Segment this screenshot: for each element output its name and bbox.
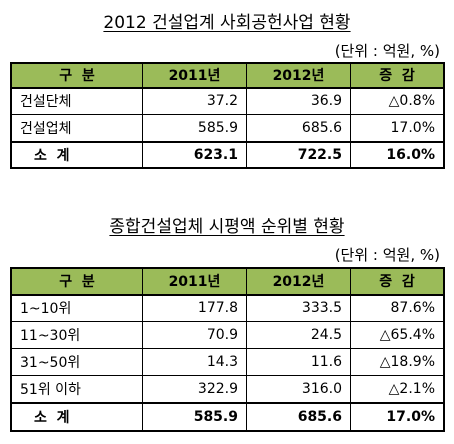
total-label: 소 계 <box>11 140 143 168</box>
value-2011: 177.8 <box>142 294 247 322</box>
total-2011: 585.9 <box>142 401 247 431</box>
value-2012: 11.6 <box>246 348 351 376</box>
table-row: 건설단체 37.2 36.9 △0.8% <box>11 87 444 115</box>
value-2011: 70.9 <box>142 321 247 349</box>
value-change: △2.1% <box>350 375 444 403</box>
total-change: 17.0% <box>350 401 444 431</box>
value-2012: 333.5 <box>246 294 351 322</box>
table-header-row: 구 분 2011년 2012년 증 감 <box>11 268 444 296</box>
value-2012: 24.5 <box>246 321 351 349</box>
header-2011: 2011년 <box>142 63 247 89</box>
ranking-table: 구 분 2011년 2012년 증 감 1~10위 177.8 333.5 87… <box>10 267 445 432</box>
header-2012: 2012년 <box>246 63 351 89</box>
header-change: 증 감 <box>350 268 444 296</box>
total-2012: 722.5 <box>246 140 351 168</box>
value-2011: 14.3 <box>142 348 247 376</box>
social-contribution-table: 구 분 2011년 2012년 증 감 건설단체 37.2 36.9 △0.8%… <box>10 62 445 169</box>
total-2011: 623.1 <box>142 140 247 168</box>
value-2011: 585.9 <box>142 114 247 142</box>
table-row: 31~50위 14.3 11.6 △18.9% <box>11 348 444 376</box>
section2-unit-label: (단위 : 억원, %) <box>334 246 440 264</box>
value-change: △0.8% <box>350 87 444 115</box>
row-label: 11~30위 <box>11 321 143 349</box>
value-change: 17.0% <box>350 114 444 142</box>
value-2011: 37.2 <box>142 87 247 115</box>
header-2011: 2011년 <box>142 268 247 296</box>
header-category: 구 분 <box>11 63 143 89</box>
table-row: 건설업체 585.9 685.6 17.0% <box>11 114 444 142</box>
row-label: 31~50위 <box>11 348 143 376</box>
section1-title: 2012 건설업계 사회공헌사업 현황 <box>103 13 351 33</box>
table-total-row: 소 계 623.1 722.5 16.0% <box>11 140 444 168</box>
row-label: 51위 이하 <box>11 375 143 403</box>
table-row: 51위 이하 322.9 316.0 △2.1% <box>11 375 444 403</box>
value-2011: 322.9 <box>142 375 247 403</box>
row-label: 건설단체 <box>11 87 143 115</box>
value-change: 87.6% <box>350 294 444 322</box>
table-row: 11~30위 70.9 24.5 △65.4% <box>11 321 444 349</box>
row-label: 건설업체 <box>11 114 143 142</box>
value-change: △65.4% <box>350 321 444 349</box>
header-2012: 2012년 <box>246 268 351 296</box>
header-change: 증 감 <box>350 63 444 89</box>
section1-unit-label: (단위 : 억원, %) <box>334 42 440 60</box>
table-header-row: 구 분 2011년 2012년 증 감 <box>11 63 444 89</box>
total-change: 16.0% <box>350 140 444 168</box>
value-change: △18.9% <box>350 348 444 376</box>
value-2012: 316.0 <box>246 375 351 403</box>
value-2012: 36.9 <box>246 87 351 115</box>
header-category: 구 분 <box>11 268 143 296</box>
total-2012: 685.6 <box>246 401 351 431</box>
row-label: 1~10위 <box>11 294 143 322</box>
table-row: 1~10위 177.8 333.5 87.6% <box>11 294 444 322</box>
value-2012: 685.6 <box>246 114 351 142</box>
table-total-row: 소 계 585.9 685.6 17.0% <box>11 401 444 431</box>
total-label: 소 계 <box>11 401 143 431</box>
section2-title: 종합건설업체 시평액 순위별 현황 <box>109 217 345 237</box>
